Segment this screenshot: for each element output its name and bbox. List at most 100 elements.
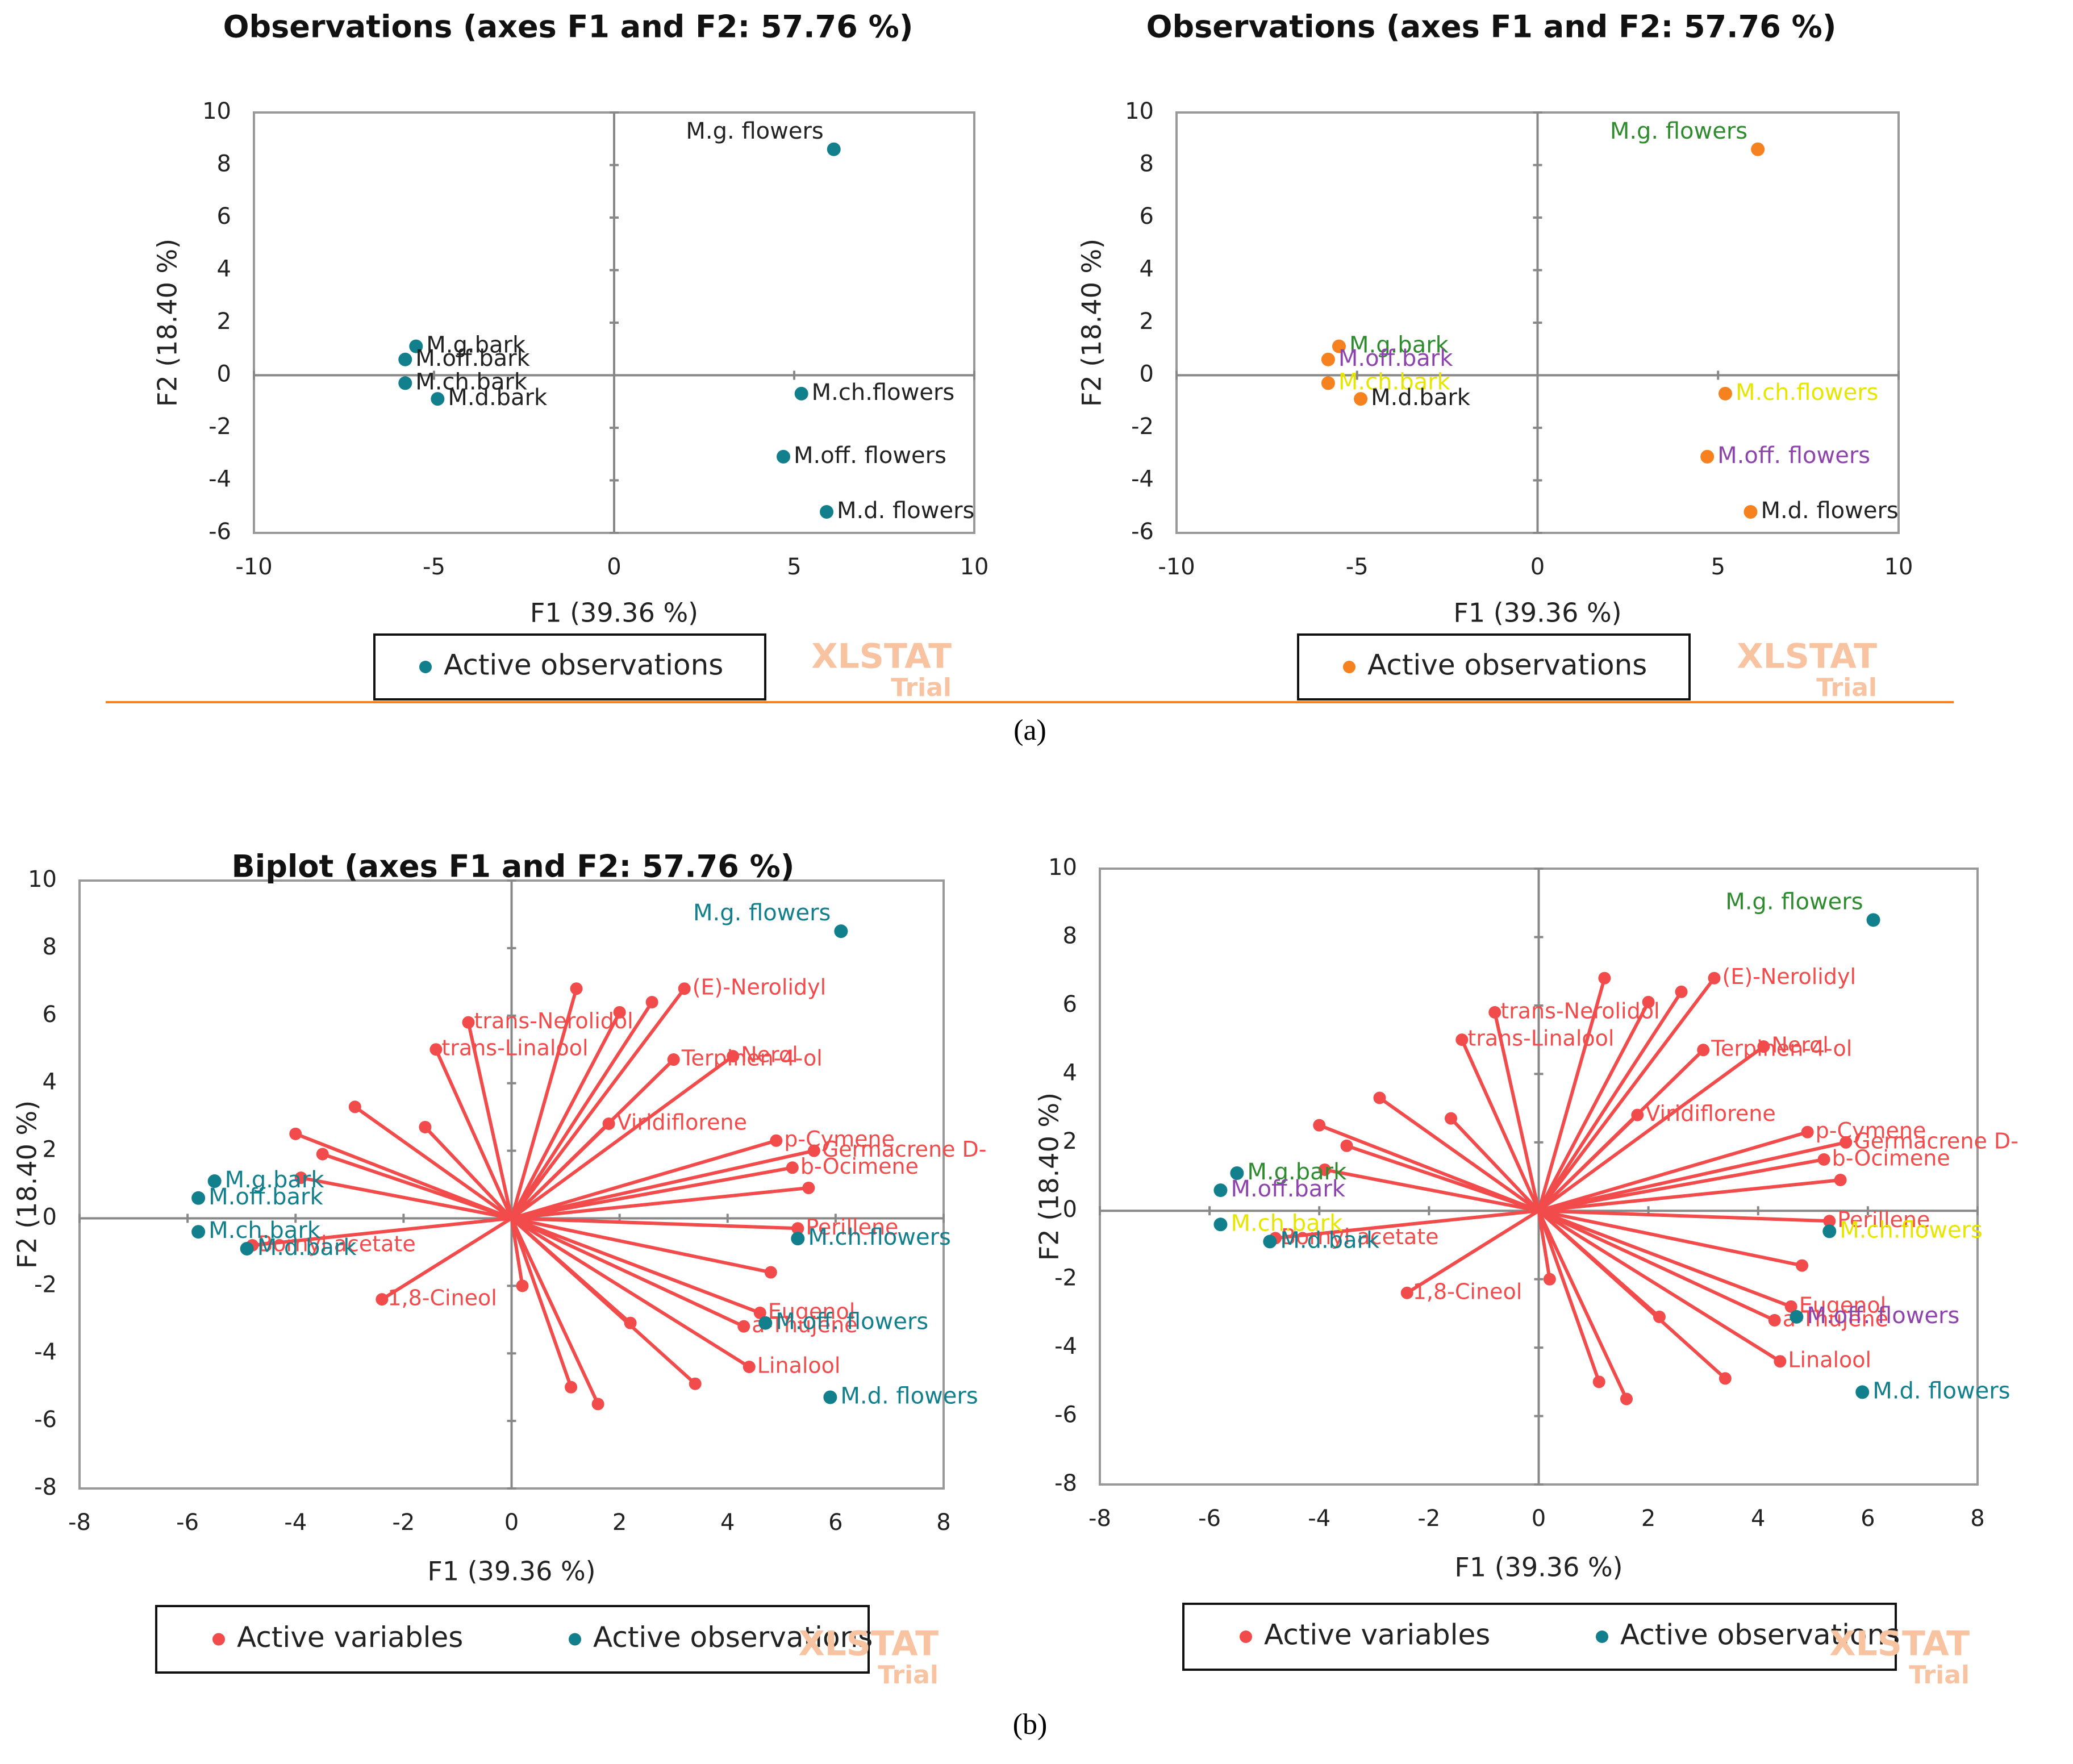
watermark: Trial [1909, 1661, 1970, 1690]
observation-point [1866, 913, 1880, 927]
legend-label: Active observations [1367, 649, 1647, 682]
chart-title: Observations (axes F1 and F2: 57.76 %) [1146, 9, 1837, 45]
variable-label: 1,8-Cineol [1413, 1279, 1523, 1304]
x-tick-label: 8 [1970, 1506, 1984, 1532]
y-tick-label: -8 [34, 1474, 57, 1500]
variable-point [1757, 1040, 1770, 1053]
observation-point [776, 449, 790, 464]
x-tick-label: 0 [504, 1509, 519, 1536]
variable-point [624, 1316, 637, 1329]
variable-vector [1538, 1157, 1825, 1213]
variable-vector [511, 1216, 745, 1328]
x-tick-label: 5 [787, 554, 801, 580]
x-tick-label: -6 [1198, 1506, 1221, 1532]
y-axis-label: F2 (18.40 %) [152, 239, 183, 407]
legend-box [1297, 633, 1691, 700]
y-tick-label: 10 [1048, 854, 1077, 881]
watermark: Trial [891, 673, 952, 702]
y-tick-label: -8 [1054, 1470, 1077, 1496]
variable-point [602, 1117, 615, 1130]
watermark: XLSTAT [1829, 1624, 1970, 1664]
variable-point [1598, 971, 1611, 985]
y-axis-label: F2 (18.40 %) [1077, 239, 1107, 407]
legend-box [155, 1605, 870, 1674]
observation-point [834, 924, 848, 939]
y-tick-label: -6 [208, 519, 231, 545]
variable-vector [510, 1011, 622, 1219]
observation-point [1213, 1217, 1228, 1232]
y-tick-label: 6 [1063, 991, 1077, 1017]
variable-vector [1449, 1117, 1540, 1212]
observation-point [191, 1191, 206, 1205]
observation-label: M.d.bark [1371, 385, 1471, 411]
observation-point [1751, 142, 1765, 156]
observation-label: M.ch.flowers [808, 1224, 951, 1250]
variable-label: p-Cymene [1816, 1118, 1926, 1143]
variable-vector [1537, 1210, 1628, 1400]
variable-vector [1346, 1144, 1540, 1213]
variable-point [1697, 1044, 1710, 1057]
variable-vector [1537, 991, 1683, 1212]
legend-label: Active observations [1620, 1619, 1900, 1652]
variable-label: p-Cymene [784, 1127, 895, 1152]
observation-label: M.ch.flowers [812, 380, 955, 406]
observation-label: M.d.bark [1280, 1227, 1380, 1253]
x-tick-label: 10 [1884, 554, 1913, 580]
x-tick-label: 6 [1861, 1506, 1875, 1532]
variable-vector [1537, 1210, 1551, 1280]
observation-label: M.ch.bark [415, 369, 528, 395]
variable-point [1840, 1136, 1853, 1149]
observation-label: M.g.bark [426, 332, 526, 358]
watermark: XLSTAT [798, 1624, 939, 1664]
variable-point [1631, 1108, 1644, 1121]
variable-vector [322, 1152, 512, 1220]
observation-point [398, 376, 412, 390]
variable-point [764, 1266, 777, 1279]
variable-point [462, 1016, 475, 1029]
variable-label: Eugenol [1799, 1292, 1886, 1317]
variable-point [667, 1053, 680, 1066]
variable-vector [511, 1166, 793, 1220]
x-tick-label: -10 [235, 554, 272, 580]
observation-point [791, 1232, 805, 1246]
watermark: Trial [1816, 673, 1877, 702]
x-tick-label: 6 [828, 1509, 842, 1536]
variable-vector [1324, 1168, 1540, 1213]
y-tick-label: 4 [43, 1069, 57, 1095]
variable-point [1340, 1139, 1353, 1152]
observation-label: M.off. flowers [794, 443, 946, 469]
variable-point [1817, 1153, 1830, 1166]
variable-label: Terpinen-4-ol [681, 1046, 823, 1071]
legend-swatch [1343, 661, 1355, 673]
variable-point [516, 1279, 529, 1292]
variable-point [570, 982, 583, 995]
y-tick-label: 0 [1063, 1196, 1077, 1223]
variable-point [1774, 1355, 1787, 1368]
variable-point [807, 1144, 820, 1157]
variable-vector [1460, 1039, 1541, 1212]
y-tick-label: 10 [1125, 98, 1154, 124]
variable-vector [511, 1216, 798, 1231]
variable-label: Eugenol [768, 1299, 855, 1324]
observation-point [1822, 1224, 1837, 1238]
observation-point [1213, 1183, 1228, 1198]
chart-title: Observations (axes F1 and F2: 57.76 %) [223, 9, 914, 45]
x-tick-label: 4 [720, 1509, 735, 1536]
variable-vector [1538, 1140, 1846, 1213]
y-tick-label: -4 [34, 1339, 57, 1365]
observation-point [820, 505, 834, 519]
variable-vector [511, 1216, 771, 1274]
y-tick-label: 0 [43, 1204, 57, 1230]
variable-point [565, 1381, 578, 1394]
y-tick-label: 4 [1140, 256, 1154, 282]
variable-vector [424, 1125, 513, 1220]
variable-vector [510, 1001, 654, 1220]
observation-point [1263, 1235, 1277, 1249]
variable-vector [1537, 1209, 1661, 1319]
y-tick-label: -2 [34, 1271, 57, 1298]
chart-title: Biplot (axes F1 and F2: 57.76 %) [232, 849, 795, 885]
variable-point [1784, 1300, 1797, 1313]
y-tick-label: -6 [1131, 519, 1154, 545]
y-tick-label: -2 [1131, 414, 1154, 440]
legend-label: Active observations [593, 1621, 873, 1654]
